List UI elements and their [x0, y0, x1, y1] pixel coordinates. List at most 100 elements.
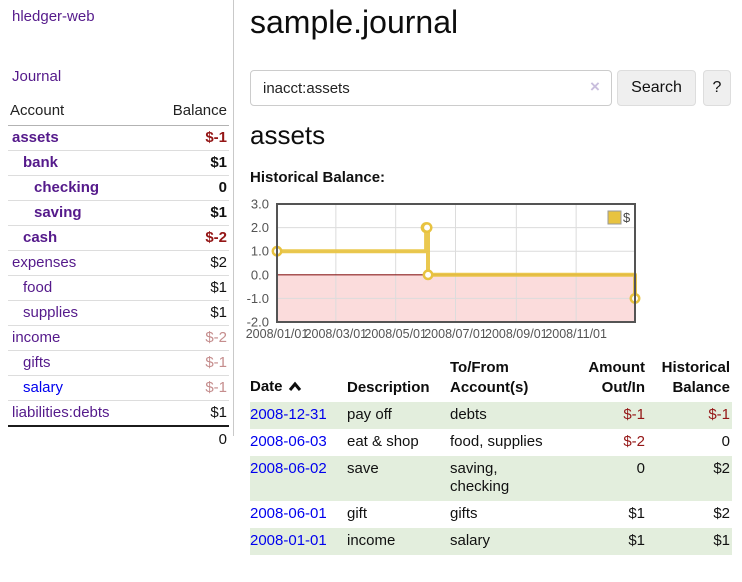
register-row: 2008-01-01 income salary $1 $1: [250, 528, 732, 555]
account-row: assets $-1: [8, 126, 229, 151]
accounts-tree-header: Account Balance: [8, 98, 229, 126]
account-row: expenses $2: [8, 251, 229, 276]
transaction-description: eat & shop: [347, 433, 419, 450]
transaction-date-link[interactable]: 2008-06-02: [250, 460, 327, 477]
account-balance: 0: [218, 179, 227, 196]
account-balance: $1: [210, 204, 227, 221]
svg-text:$: $: [623, 210, 631, 225]
account-row: supplies $1: [8, 301, 229, 326]
sort-ascending-icon: [288, 378, 302, 398]
transaction-date-link[interactable]: 2008-01-01: [250, 532, 327, 549]
account-balance: $-1: [205, 129, 227, 146]
account-balance: $1: [210, 304, 227, 321]
accounts-header-balance: Balance: [172, 102, 227, 119]
register-row: 2008-06-01 gift gifts $1 $2: [250, 501, 732, 528]
transaction-accounts: saving, checking: [450, 460, 510, 495]
account-link-salary[interactable]: salary: [23, 379, 64, 396]
sidebar-item-journal[interactable]: Journal: [12, 68, 62, 85]
svg-text:0.0: 0.0: [251, 267, 269, 282]
account-link-checking[interactable]: checking: [34, 179, 100, 196]
svg-text:-2.0: -2.0: [247, 315, 269, 330]
transaction-balance: 0: [721, 433, 730, 450]
transaction-description: pay off: [347, 406, 392, 423]
transaction-amount: $1: [628, 532, 645, 549]
account-heading: assets: [250, 120, 326, 150]
svg-text:2008/05/01: 2008/05/01: [364, 327, 427, 341]
svg-text:2008/01/01: 2008/01/01: [246, 327, 309, 341]
help-button[interactable]: ?: [703, 70, 731, 106]
transaction-balance: $-1: [708, 406, 730, 423]
account-balance: $1: [210, 279, 227, 296]
register-table: Date Description To/From Account(s) Amou…: [250, 356, 732, 555]
column-header-accounts: To/From Account(s): [450, 359, 529, 396]
transaction-date-link[interactable]: 2008-12-31: [250, 406, 327, 423]
svg-text:3.0: 3.0: [251, 197, 269, 212]
app-brand-link[interactable]: hledger-web: [12, 8, 95, 25]
account-row: gifts $-1: [8, 351, 229, 376]
account-row: checking 0: [8, 176, 229, 201]
column-header-description: Description: [347, 379, 430, 396]
transaction-balance: $2: [713, 460, 730, 477]
search-form: × Search ?: [250, 70, 737, 106]
svg-text:2008/11/01: 2008/11/01: [545, 327, 607, 341]
account-row: salary $-1: [8, 376, 229, 401]
svg-text:-1.0: -1.0: [247, 291, 269, 306]
account-balance: $1: [210, 154, 227, 171]
accounts-header-account: Account: [10, 102, 65, 119]
transaction-description: income: [347, 532, 396, 549]
column-header-date[interactable]: Date: [250, 356, 347, 402]
account-row: liabilities:debts $1: [8, 401, 229, 425]
account-link-gifts[interactable]: gifts: [23, 354, 51, 371]
account-row: saving $1: [8, 201, 229, 226]
account-balance: $-1: [205, 379, 227, 396]
account-link-bank[interactable]: bank: [23, 154, 59, 171]
account-link-saving[interactable]: saving: [34, 204, 82, 221]
column-header-balance: Historical Balance: [661, 359, 730, 396]
svg-text:2008/09/01: 2008/09/01: [485, 327, 548, 341]
account-row: cash $-2: [8, 226, 229, 251]
svg-text:2008/07/01: 2008/07/01: [424, 327, 487, 341]
account-link-expenses[interactable]: expenses: [12, 254, 77, 271]
sidebar: hledger-web Journal Account Balance asse…: [0, 0, 234, 448]
clear-search-icon[interactable]: ×: [590, 77, 600, 96]
transaction-amount: $1: [628, 505, 645, 522]
account-balance: $-2: [205, 229, 227, 246]
column-header-amount: Amount Out/In: [588, 359, 645, 396]
svg-text:2.0: 2.0: [251, 220, 269, 235]
transaction-accounts: salary: [450, 532, 491, 549]
account-link-income[interactable]: income: [12, 329, 61, 346]
account-balance: $-2: [205, 329, 227, 346]
transaction-date-link[interactable]: 2008-06-01: [250, 505, 327, 522]
transaction-accounts: food, supplies: [450, 433, 543, 450]
accounts-tree: Account Balance assets $-1 bank $1 check…: [8, 98, 229, 453]
accounts-total-balance: 0: [218, 431, 227, 448]
register-row: 2008-12-31 pay off debts $-1 $-1: [250, 402, 732, 429]
transaction-description: save: [347, 460, 379, 477]
account-link-cash[interactable]: cash: [23, 229, 58, 246]
account-link-assets[interactable]: assets: [12, 129, 59, 146]
page-title: sample.journal: [250, 4, 459, 40]
chart-title: Historical Balance:: [250, 169, 386, 186]
account-link-liabilities-debts[interactable]: liabilities:debts: [12, 404, 110, 421]
account-balance: $2: [210, 254, 227, 271]
search-input[interactable]: [250, 70, 612, 106]
transaction-balance: $1: [713, 532, 730, 549]
transaction-amount: 0: [636, 460, 645, 477]
account-row: bank $1: [8, 151, 229, 176]
transaction-date-link[interactable]: 2008-06-03: [250, 433, 327, 450]
transaction-amount: $-2: [623, 433, 645, 450]
register-row: 2008-06-02 save saving, checking 0 $2: [250, 456, 732, 501]
search-button[interactable]: Search: [617, 70, 696, 106]
account-balance: $-1: [205, 354, 227, 371]
account-balance: $1: [210, 404, 227, 421]
historical-balance-chart: 3.0 2.0 1.0 0.0 -1.0 -2.0 2008/01/01 2008/03/01…: [244, 196, 644, 346]
account-link-supplies[interactable]: supplies: [23, 304, 79, 321]
register-row: 2008-06-03 eat & shop food, supplies $-2…: [250, 429, 732, 456]
transaction-balance: $2: [713, 505, 730, 522]
register-header-row: Date Description To/From Account(s) Amou…: [250, 356, 732, 402]
transaction-description: gift: [347, 505, 368, 522]
svg-text:2008/03/01: 2008/03/01: [305, 327, 368, 341]
account-link-food[interactable]: food: [23, 279, 53, 296]
transaction-accounts: debts: [450, 406, 487, 423]
svg-text:1.0: 1.0: [251, 244, 269, 259]
